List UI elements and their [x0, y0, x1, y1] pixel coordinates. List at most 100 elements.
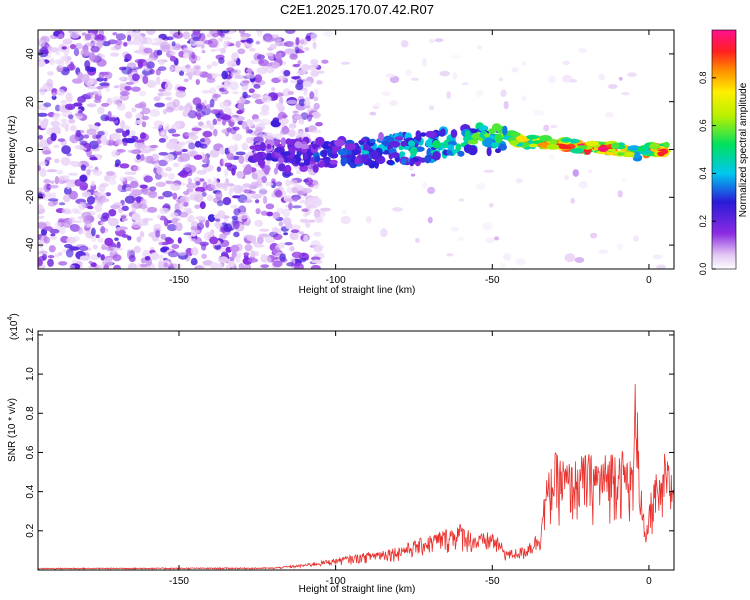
noise-speckle [113, 264, 122, 269]
noise-speckle [574, 257, 585, 263]
noise-speckle [257, 174, 262, 181]
noise-speckle [159, 215, 167, 221]
ridge-blob [450, 129, 458, 138]
noise-speckle [51, 95, 57, 100]
noise-speckle [49, 184, 59, 189]
noise-speckle [310, 264, 321, 269]
noise-speckle [598, 73, 606, 81]
noise-speckle [56, 169, 64, 175]
noise-speckle [283, 41, 295, 47]
noise-speckle [158, 152, 169, 156]
noise-speckle [57, 59, 65, 69]
ridge-blob [259, 142, 266, 152]
ridge-blob [539, 135, 552, 142]
noise-speckle [141, 187, 149, 195]
noise-speckle [122, 130, 128, 138]
noise-speckle [146, 30, 156, 36]
noise-speckle [196, 222, 205, 230]
noise-speckle [183, 52, 190, 59]
noise-speckle [450, 54, 462, 60]
noise-speckle [312, 41, 317, 50]
noise-speckle [302, 80, 312, 88]
noise-speckle [132, 73, 140, 82]
noise-speckle [621, 92, 630, 96]
x-tick-label: -50 [485, 275, 500, 286]
noise-speckle [68, 216, 76, 224]
noise-speckle [191, 54, 196, 59]
ridge-blob [407, 140, 415, 147]
noise-speckle [195, 103, 203, 112]
noise-speckle [255, 40, 261, 45]
noise-speckle [52, 114, 59, 121]
ridge-blob [425, 130, 436, 138]
noise-speckle [229, 127, 237, 135]
noise-speckle [178, 105, 185, 111]
noise-speckle [410, 173, 416, 177]
noise-speckle [273, 94, 278, 101]
ridge-blob [424, 155, 432, 164]
noise-speckle [96, 264, 105, 269]
noise-speckle [50, 180, 55, 184]
noise-speckle [164, 82, 173, 91]
noise-speckle [422, 57, 427, 67]
y-tick-label: 0.4 [25, 484, 36, 498]
noise-speckle [261, 175, 268, 184]
noise-speckle [170, 212, 179, 219]
noise-speckle [578, 47, 587, 54]
noise-speckle [219, 30, 230, 34]
noise-speckle [212, 93, 222, 98]
noise-speckle [57, 138, 66, 142]
noise-speckle [427, 216, 433, 224]
noise-speckle [283, 70, 291, 77]
noise-speckle [212, 176, 218, 185]
noise-speckle [169, 65, 174, 72]
noise-speckle [77, 216, 84, 220]
noise-speckle [209, 87, 216, 95]
noise-speckle [216, 166, 222, 172]
snr-series [38, 383, 674, 570]
noise-speckle [116, 241, 121, 249]
noise-speckle [38, 258, 43, 267]
noise-speckle [226, 67, 235, 72]
noise-speckle [174, 202, 180, 212]
noise-speckle [97, 89, 102, 97]
snr-y-ticks: 0.2 0.4 0.6 0.8 1.0 1.2 [25, 328, 674, 538]
noise-speckle [116, 102, 126, 111]
noise-speckle [66, 96, 73, 103]
noise-speckle [154, 173, 162, 180]
noise-speckle [47, 71, 54, 76]
noise-speckle [242, 94, 252, 98]
noise-speckle [125, 111, 133, 119]
noise-speckle [112, 96, 122, 106]
noise-speckle [365, 216, 372, 224]
noise-speckle [63, 243, 73, 249]
noise-speckle [207, 214, 216, 223]
noise-speckle [49, 57, 55, 66]
noise-speckle [288, 123, 297, 129]
ridge-blob [369, 138, 376, 143]
noise-speckle [226, 164, 238, 172]
noise-speckle [429, 39, 435, 44]
ridge-blob [486, 146, 492, 157]
noise-speckle [238, 155, 245, 165]
noise-speckle [310, 240, 321, 249]
noise-speckle [59, 226, 66, 235]
noise-speckle [140, 154, 145, 161]
noise-speckle [219, 147, 225, 155]
noise-speckle [94, 203, 103, 213]
noise-speckle [61, 46, 67, 50]
ridge-blob [329, 152, 339, 159]
noise-speckle [91, 227, 96, 237]
noise-speckle [502, 252, 512, 261]
noise-speckle [124, 171, 132, 175]
noise-speckle [242, 80, 250, 84]
noise-speckle [40, 46, 48, 55]
noise-speckle [96, 155, 103, 160]
noise-speckle [110, 134, 118, 140]
noise-speckle [60, 122, 70, 128]
y-tick-label: 0 [25, 146, 36, 152]
ridge-blob [606, 151, 614, 156]
noise-speckle [114, 237, 119, 241]
noise-speckle [300, 112, 309, 120]
ridge-blob [387, 137, 395, 142]
